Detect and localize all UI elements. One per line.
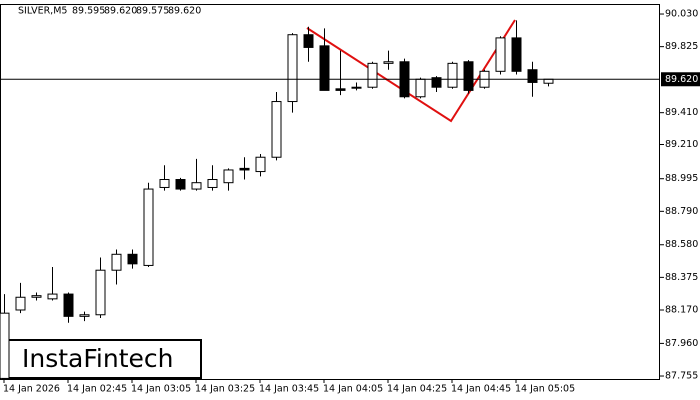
candle-body	[511, 37, 522, 72]
candle-body	[495, 37, 506, 72]
candle-body	[111, 253, 122, 271]
candle-body	[335, 88, 346, 91]
current-price-label: 89.620	[665, 74, 698, 85]
candle-body	[447, 62, 458, 88]
y-tick-label: 88.375	[665, 272, 698, 283]
candle-body	[351, 86, 362, 89]
candle-body	[127, 253, 138, 265]
candle-body	[15, 296, 26, 311]
candle-body	[79, 314, 90, 317]
candle-body	[95, 269, 106, 316]
logo-box	[2, 339, 202, 379]
quote-value: 89.620	[104, 6, 137, 17]
candle-body	[0, 312, 10, 379]
y-tick-label: 88.790	[665, 206, 698, 217]
y-tick-label: 89.210	[665, 139, 698, 150]
candle-body	[175, 179, 186, 190]
x-tick-label: 14 Jan 04:25	[387, 384, 447, 395]
x-tick-label: 14 Jan 03:05	[131, 384, 191, 395]
y-tick-label: 88.170	[665, 304, 698, 315]
candle-body	[271, 101, 282, 158]
logo: InstaFintech	[22, 344, 174, 373]
x-tick-label: 14 Jan 04:05	[323, 384, 383, 395]
x-tick-label: 14 Jan 03:45	[259, 384, 319, 395]
candle-body	[239, 167, 250, 171]
x-tick-label: 14 Jan 03:25	[195, 384, 255, 395]
candle-body	[543, 78, 554, 84]
plot-frame	[0, 4, 660, 380]
candle-body	[223, 169, 234, 184]
candle-body	[319, 45, 330, 91]
candle-body	[63, 293, 74, 317]
candle-body	[383, 61, 394, 64]
x-tick-label: 14 Jan 02:45	[67, 384, 127, 395]
y-tick-label: 87.755	[665, 371, 698, 382]
candle-body	[431, 77, 442, 88]
y-tick-label: 89.410	[665, 107, 698, 118]
quote-value: 89.575	[136, 6, 169, 17]
pattern-line	[306, 19, 516, 123]
candle-body	[303, 34, 314, 48]
candle-body	[287, 34, 298, 103]
y-tick-label: 88.995	[665, 173, 698, 184]
candle-body	[143, 188, 154, 266]
x-tick-label: 14 Jan 05:05	[515, 384, 575, 395]
chart-header: SILVER,M5	[18, 6, 67, 17]
current-price-box	[661, 72, 700, 87]
candle-body	[31, 295, 42, 298]
candle-body	[47, 293, 58, 300]
candle-body	[415, 78, 426, 98]
candle-body	[207, 179, 218, 188]
quote-value: 89.595	[72, 6, 105, 17]
y-tick-label: 87.960	[665, 338, 698, 349]
candle-body	[527, 69, 538, 83]
x-tick-label: 14 Jan 04:45	[451, 384, 511, 395]
x-tick-label: 14 Jan 2026	[3, 384, 60, 395]
y-tick-label: 90.030	[665, 9, 698, 20]
quote-value: 89.620	[168, 6, 201, 17]
candle-body	[191, 182, 202, 190]
y-tick-label: 88.580	[665, 239, 698, 250]
candle-body	[159, 179, 170, 188]
candle-body	[255, 156, 266, 173]
candle-body	[367, 62, 378, 88]
candle-body	[463, 61, 474, 91]
y-tick-label: 89.825	[665, 41, 698, 52]
